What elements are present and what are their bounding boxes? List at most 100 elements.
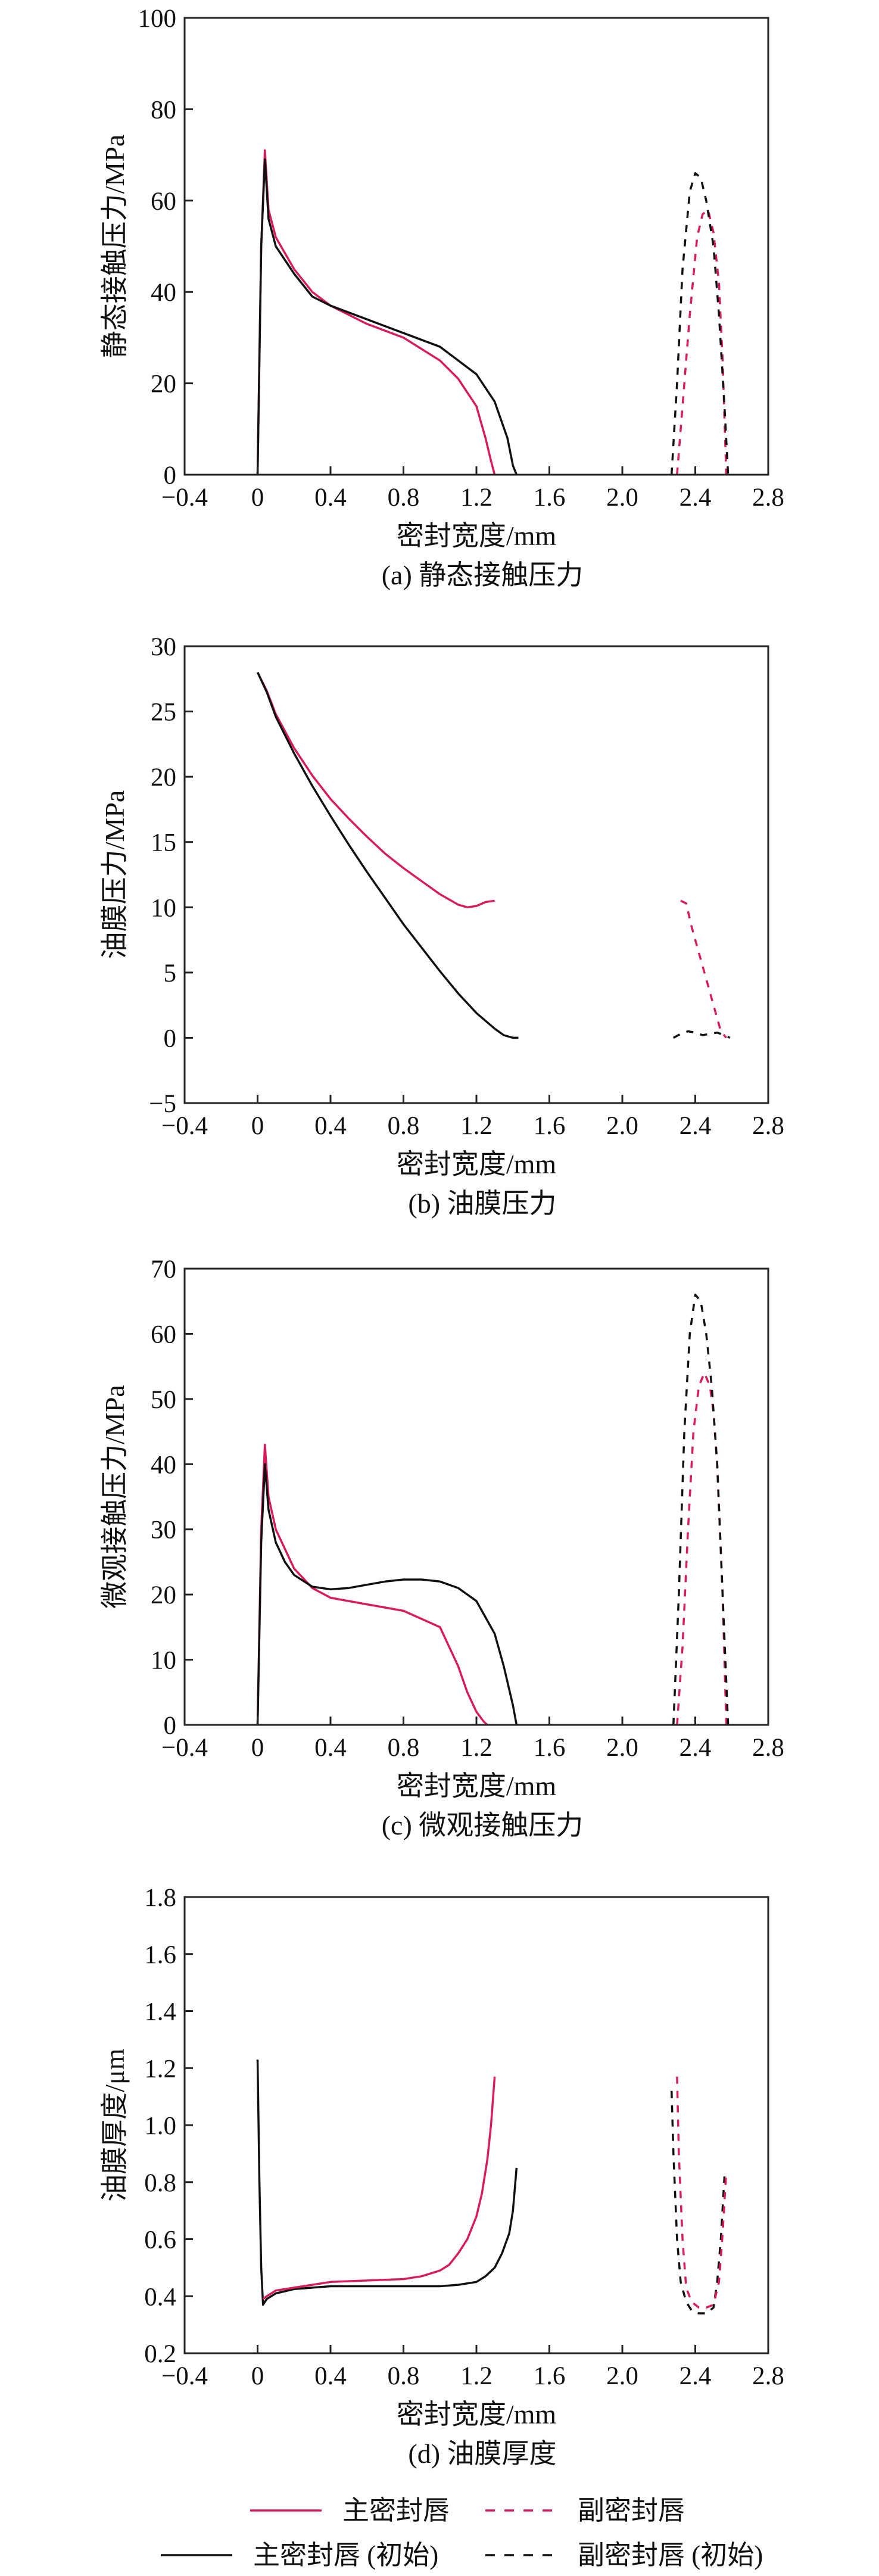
plot-frame bbox=[183, 1896, 769, 2354]
series-line-1-1 bbox=[256, 672, 519, 1039]
series-line-3-0 bbox=[256, 2059, 518, 2306]
x-tick-label: 2.4 bbox=[679, 2362, 712, 2390]
x-tick-label: 0.4 bbox=[314, 1734, 347, 1762]
y-tick-label: 60 bbox=[151, 188, 176, 216]
series-line-3-3 bbox=[676, 2076, 728, 2309]
x-tick-label: 1.2 bbox=[460, 1734, 493, 1762]
x-tick-label: 2.0 bbox=[606, 484, 638, 512]
chart-caption: (a) 静态接触压力 bbox=[382, 560, 584, 590]
x-tick-label: 2.8 bbox=[752, 1112, 784, 1140]
x-axis-label: 密封宽度/mm bbox=[397, 1771, 557, 1801]
y-tick-label: 60 bbox=[151, 1320, 176, 1348]
plot-frame bbox=[183, 645, 769, 1104]
y-axis-label: 油膜厚度/μm bbox=[99, 2048, 130, 2201]
series-line-2-0 bbox=[256, 1443, 488, 1726]
x-tick-label: 2.8 bbox=[752, 1734, 784, 1762]
x-axis-label: 密封宽度/mm bbox=[397, 1149, 557, 1179]
x-axis-label: 密封宽度/mm bbox=[397, 2399, 557, 2429]
chart-panel-0: −0.4 0 0.4 0.8 1.2 1.6 2.0 2.4 2.8020406080100密封… bbox=[99, 5, 784, 590]
series-line-2-1 bbox=[256, 1463, 518, 1725]
series-line-1-3 bbox=[672, 1030, 731, 1039]
x-tick-label: 0.8 bbox=[388, 484, 420, 512]
x-tick-label: 2.4 bbox=[679, 1734, 712, 1762]
x-tick-label: 2.0 bbox=[606, 2362, 638, 2390]
x-tick-label: 1.6 bbox=[534, 484, 566, 512]
x-tick-label: 2.4 bbox=[679, 1112, 712, 1140]
x-tick-label: −0.4 bbox=[161, 484, 208, 512]
y-tick-label: 0 bbox=[164, 1024, 177, 1052]
y-tick-label: 20 bbox=[151, 764, 176, 792]
x-tick-label: 0 bbox=[251, 484, 264, 512]
x-tick-label: 2.4 bbox=[679, 484, 712, 512]
x-tick-label: 1.6 bbox=[534, 2362, 566, 2390]
x-tick-label: 0.4 bbox=[314, 484, 347, 512]
x-tick-label: 1.2 bbox=[460, 1112, 493, 1140]
y-tick-label: 30 bbox=[151, 1516, 176, 1544]
x-tick-label: −0.4 bbox=[161, 2362, 208, 2390]
y-axis-label: 静态接触压力/MPa bbox=[99, 135, 130, 359]
legend-label-primary: 主密封唇 bbox=[342, 2496, 450, 2525]
x-tick-label: 0 bbox=[251, 1734, 264, 1762]
x-tick-label: 2.0 bbox=[606, 1112, 638, 1140]
series-line-2-3 bbox=[672, 1294, 730, 1725]
legend-label-secondary: 副密封唇 bbox=[578, 2496, 685, 2525]
x-tick-label: 0 bbox=[251, 1112, 264, 1140]
y-tick-label: 0 bbox=[164, 462, 177, 490]
chart-caption: (b) 油膜压力 bbox=[408, 1188, 556, 1219]
y-tick-label: 70 bbox=[151, 1256, 176, 1284]
x-tick-label: 1.6 bbox=[534, 1112, 566, 1140]
x-tick-label: 0.8 bbox=[388, 1112, 420, 1140]
y-tick-label: −5 bbox=[149, 1090, 176, 1118]
x-tick-label: 1.6 bbox=[534, 1734, 566, 1762]
chart-panel-3: −0.4 0 0.4 0.8 1.2 1.6 2.0 2.4 2.8 0.2 0.4 0.6 0.8 1.… bbox=[99, 1884, 784, 2469]
x-tick-label: 2.8 bbox=[752, 2362, 784, 2390]
y-tick-label: 5 bbox=[164, 960, 177, 988]
y-tick-label: 1.2 bbox=[144, 2055, 176, 2083]
series-line-0-0 bbox=[256, 149, 496, 475]
x-tick-label: 1.2 bbox=[460, 2362, 493, 2390]
x-axis-label: 密封宽度/mm bbox=[397, 521, 557, 551]
x-tick-label: −0.4 bbox=[161, 1112, 208, 1140]
y-axis-label: 微观接触压力/MPa bbox=[99, 1385, 130, 1609]
x-tick-label: 0.4 bbox=[314, 1112, 347, 1140]
x-tick-label: 2.0 bbox=[606, 1734, 638, 1762]
series-line-0-2 bbox=[676, 208, 728, 475]
series-line-2-2 bbox=[676, 1372, 728, 1725]
y-tick-label: 20 bbox=[151, 370, 176, 398]
y-tick-label: 10 bbox=[151, 894, 176, 922]
y-tick-label: 0.4 bbox=[144, 2283, 176, 2311]
y-tick-label: 0.2 bbox=[144, 2340, 176, 2368]
legend-label-primary-initial: 主密封唇 (初始) bbox=[253, 2540, 438, 2570]
y-tick-label: 1.4 bbox=[144, 1998, 176, 2026]
y-tick-label: 50 bbox=[151, 1386, 176, 1414]
x-tick-label: −0.4 bbox=[161, 1734, 208, 1762]
y-tick-label: 15 bbox=[151, 829, 176, 857]
x-tick-label: 2.8 bbox=[752, 484, 784, 512]
x-tick-label: 0.8 bbox=[388, 2362, 420, 2390]
chart-panel-1: −0.4 0 0.4 0.8 1.2 1.6 2.0 2.4 2.8 −5 0 5 10 15 20 25 30… bbox=[99, 633, 784, 1219]
y-tick-label: 0.6 bbox=[144, 2226, 176, 2254]
chart-caption: (d) 油膜厚度 bbox=[408, 2438, 556, 2469]
y-tick-label: 1.8 bbox=[144, 1884, 176, 1912]
y-tick-label: 1.6 bbox=[144, 1941, 176, 1969]
y-tick-label: 10 bbox=[151, 1647, 176, 1675]
legend-label-secondary-initial: 副密封唇 (初始) bbox=[578, 2540, 763, 2570]
y-tick-label: 0.8 bbox=[144, 2169, 176, 2197]
x-tick-label: 0.4 bbox=[314, 2362, 347, 2390]
y-tick-label: 40 bbox=[151, 279, 176, 307]
y-tick-label: 80 bbox=[151, 96, 176, 124]
y-axis-label: 油膜压力/MPa bbox=[99, 790, 130, 960]
legend: 主密封唇 副密封唇 主密封唇 (初始) 副密封唇 (初始) bbox=[161, 2496, 763, 2570]
y-tick-label: 0 bbox=[164, 1712, 177, 1740]
y-tick-label: 30 bbox=[151, 633, 176, 661]
series-line-1-2 bbox=[680, 899, 727, 1039]
series-line-1-0 bbox=[256, 672, 495, 909]
series-line-3-1 bbox=[262, 2076, 496, 2300]
plot-frame bbox=[183, 1267, 769, 1726]
y-tick-label: 40 bbox=[151, 1451, 176, 1479]
y-tick-label: 25 bbox=[151, 699, 176, 727]
series-line-3-2 bbox=[670, 2091, 726, 2315]
x-tick-label: 1.2 bbox=[460, 484, 493, 512]
chart-caption: (c) 微观接触压力 bbox=[382, 1810, 584, 1840]
